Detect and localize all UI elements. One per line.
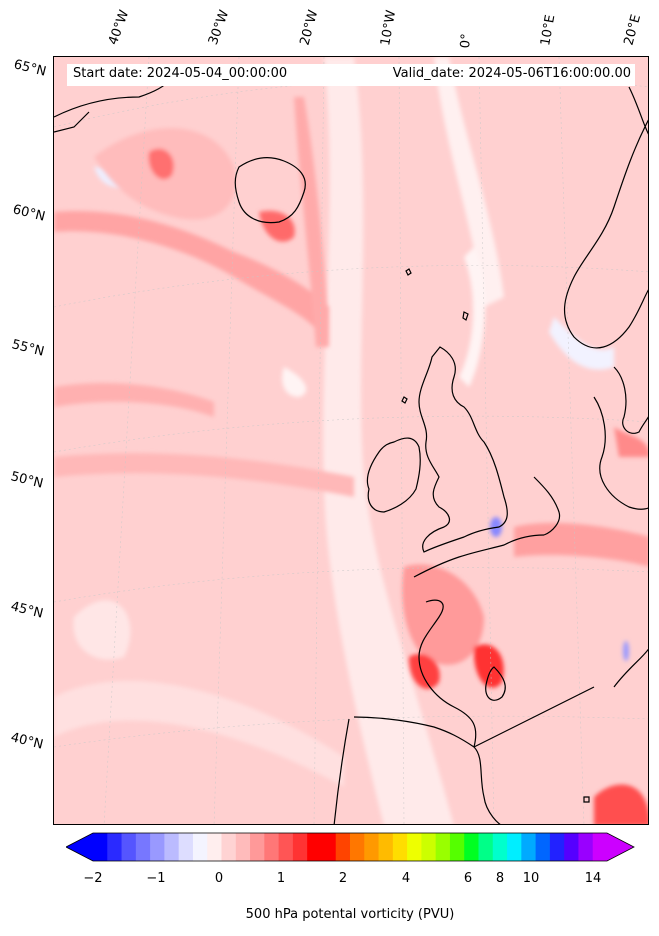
map-plot-area [53, 56, 649, 825]
colorbar-cells [93, 833, 608, 861]
colorbar-cell [335, 833, 351, 861]
colorbar-cell [492, 833, 508, 861]
colorbar-cell [392, 833, 408, 861]
graticule [54, 57, 648, 824]
colorbar-tick: 6 [463, 871, 473, 886]
colorbar-tick: 14 [584, 871, 602, 886]
lon-label-30w: 30°W [205, 8, 233, 47]
lat-label-45n: 45°N [9, 599, 45, 622]
colorbar-extend-high [607, 833, 634, 861]
lon-label-10w: 10°W [378, 9, 400, 48]
colorbar-tick: 10 [522, 871, 540, 886]
colorbar-cell [93, 833, 108, 861]
colorbar-cell [321, 833, 337, 861]
colorbar-cell [235, 833, 251, 861]
colorbar-cell [278, 833, 294, 861]
colorbar-cell [478, 833, 494, 861]
colorbar-cell [592, 833, 608, 861]
colorbar-cell [121, 833, 137, 861]
colorbar-cell [364, 833, 380, 861]
valid-date-text: Valid_date: 2024-05-06T16:00:00.00 [392, 66, 631, 81]
colorbar-cell [407, 833, 422, 861]
colorbar-cell [350, 833, 365, 861]
start-date-text: Start date: 2024-05-04_00:00:00 [73, 66, 288, 81]
lat-label-60n: 60°N [11, 202, 47, 225]
date-info-box [67, 64, 635, 86]
colorbar [66, 832, 635, 862]
colorbar-cell [250, 833, 265, 861]
lat-label-65n: 65°N [12, 57, 48, 80]
lat-label-50n: 50°N [9, 469, 45, 492]
colorbar-tick: 8 [495, 871, 505, 886]
colorbar-cell [292, 833, 308, 861]
colorbar-cell [421, 833, 437, 861]
lon-label-10e: 10°E [538, 13, 559, 47]
colorbar-cell [135, 833, 151, 861]
colorbar-cell [378, 833, 394, 861]
lat-label-55n: 55°N [10, 337, 46, 360]
colorbar-tick: 2 [338, 871, 348, 886]
lon-label-20e: 20°E [621, 12, 645, 48]
potential-vorticity-map [54, 57, 648, 824]
colorbar-tick: 4 [401, 871, 411, 886]
colorbar-cell [578, 833, 594, 861]
colorbar-cell [178, 833, 194, 861]
pv-high-values [54, 97, 648, 824]
lat-label-40n: 40°N [9, 730, 45, 753]
colorbar-tick: −2 [83, 871, 103, 886]
colorbar-cell [207, 833, 222, 861]
lon-label-40w: 40°W [105, 8, 133, 47]
colorbar-cell [164, 833, 180, 861]
colorbar-cell [464, 833, 479, 861]
lon-label-0: 0° [458, 32, 475, 49]
pv-low-values [54, 57, 614, 824]
colorbar-cell [192, 833, 208, 861]
colorbar-cell [264, 833, 280, 861]
colorbar-cell [435, 833, 451, 861]
colorbar-cell [507, 833, 522, 861]
colorbar-cell [564, 833, 579, 861]
colorbar-label: 500 hPa potental vorticity (PVU) [245, 907, 455, 922]
colorbar-cell [549, 833, 565, 861]
colorbar-cell [150, 833, 165, 861]
colorbar-cell [107, 833, 123, 861]
colorbar-tick: 1 [276, 871, 286, 886]
colorbar-extend-low [66, 833, 93, 861]
colorbar-tick: 0 [214, 871, 224, 886]
lon-label-20w: 20°W [297, 8, 322, 47]
colorbar-cell [307, 833, 322, 861]
colorbar-tick: −1 [146, 871, 166, 886]
colorbar-cell [521, 833, 537, 861]
colorbar-cell [449, 833, 465, 861]
colorbar-cell [221, 833, 237, 861]
colorbar-cell [535, 833, 551, 861]
